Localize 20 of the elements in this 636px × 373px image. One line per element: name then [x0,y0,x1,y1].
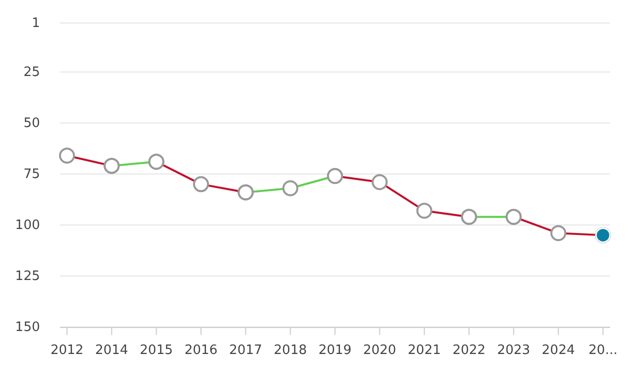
y-tick-label: 1 [32,16,40,32]
y-tick-label: 125 [15,269,40,284]
x-tick-label: 2016 [184,343,218,358]
x-tick-label: 2021 [408,343,441,358]
x-tick-label: 2012 [50,343,84,358]
x-tick-label: 2015 [140,343,173,358]
x-tick-label: 2020 [363,343,396,358]
x-tick-label: 2017 [229,343,262,358]
x-tick-label: 2022 [452,343,486,358]
x-tick-label: 2023 [497,343,530,358]
y-tick-label: 75 [23,167,40,182]
x-tick-label: 2014 [95,343,128,358]
y-tick-label: 25 [23,65,40,80]
x-tick-label: 20... [588,343,618,358]
x-tick-label: 2019 [318,343,352,358]
y-tick-label: 50 [23,116,40,132]
y-tick-label: 150 [15,320,40,336]
x-tick-label: 2024 [542,343,575,358]
x-tick-label: 2018 [274,343,307,358]
y-tick-label: 100 [15,218,40,234]
